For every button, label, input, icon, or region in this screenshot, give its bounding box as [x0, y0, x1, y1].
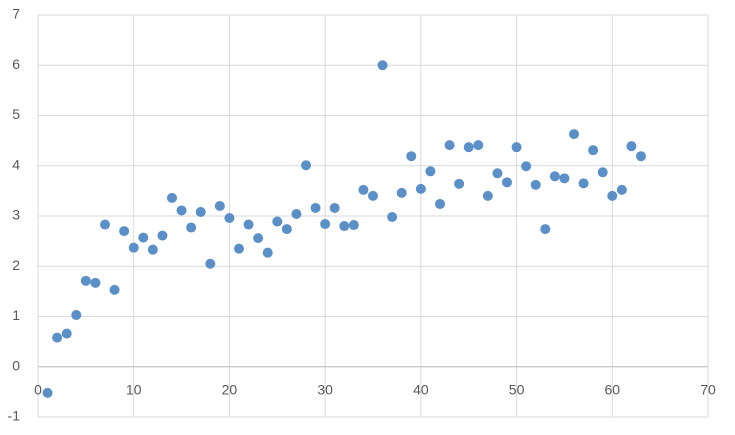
x-tick-label: 0 — [34, 381, 42, 397]
point — [61, 328, 72, 339]
point — [224, 213, 235, 224]
point — [377, 60, 388, 71]
y-tick-label: 6 — [12, 56, 20, 72]
y-tick-label: 0 — [12, 357, 20, 373]
point — [358, 184, 369, 195]
point — [473, 140, 484, 151]
point — [329, 202, 340, 213]
point — [559, 173, 570, 184]
point — [205, 258, 216, 269]
y-tick-label: 3 — [12, 207, 20, 223]
y-tick-label: -1 — [8, 408, 21, 424]
point — [502, 177, 512, 188]
point — [310, 202, 321, 213]
point — [119, 226, 130, 237]
point — [444, 140, 455, 151]
point — [80, 275, 91, 286]
point — [109, 284, 120, 295]
x-tick-label: 10 — [126, 381, 142, 397]
x-tick-label: 70 — [700, 381, 716, 397]
point — [396, 187, 407, 198]
point — [597, 167, 608, 178]
point — [521, 161, 532, 172]
point — [138, 232, 149, 243]
point — [281, 224, 292, 235]
point — [588, 145, 599, 156]
point — [186, 222, 197, 233]
point — [90, 277, 101, 288]
point — [425, 166, 436, 177]
point — [626, 141, 637, 152]
point — [157, 230, 168, 241]
point — [214, 200, 225, 211]
y-tick-label: 4 — [12, 156, 20, 172]
point — [415, 183, 426, 194]
point — [234, 243, 244, 254]
point — [636, 151, 646, 162]
point — [243, 219, 254, 230]
point — [549, 171, 560, 182]
point — [435, 198, 445, 209]
y-tick-label: 1 — [12, 307, 20, 323]
point — [253, 233, 264, 244]
x-tick-label: 60 — [604, 381, 620, 397]
point — [616, 184, 627, 195]
point — [272, 216, 283, 227]
point — [511, 142, 522, 153]
point — [71, 309, 82, 320]
point — [320, 219, 331, 230]
point — [540, 224, 551, 235]
point — [482, 190, 493, 201]
point — [463, 142, 474, 153]
point — [492, 168, 503, 179]
point — [52, 332, 63, 343]
point — [42, 387, 53, 398]
point — [262, 247, 273, 258]
point — [100, 219, 110, 230]
point — [454, 178, 465, 189]
point — [195, 206, 206, 217]
point — [578, 178, 589, 189]
point — [530, 179, 541, 190]
point — [128, 242, 139, 253]
x-tick-label: 50 — [509, 381, 525, 397]
point — [167, 192, 177, 203]
x-tick-label: 40 — [413, 381, 429, 397]
point — [348, 220, 359, 231]
point — [368, 190, 378, 201]
point — [291, 208, 302, 219]
point — [176, 205, 187, 216]
point — [147, 244, 158, 255]
y-tick-label: 5 — [12, 106, 20, 122]
point — [406, 151, 417, 162]
point — [387, 212, 398, 223]
point — [339, 221, 350, 232]
x-tick-label: 20 — [222, 381, 238, 397]
point — [301, 160, 311, 171]
y-tick-label: 7 — [12, 6, 20, 22]
point — [569, 129, 579, 140]
y-tick-label: 2 — [12, 257, 20, 273]
x-tick-label: 30 — [317, 381, 333, 397]
point — [607, 190, 618, 201]
